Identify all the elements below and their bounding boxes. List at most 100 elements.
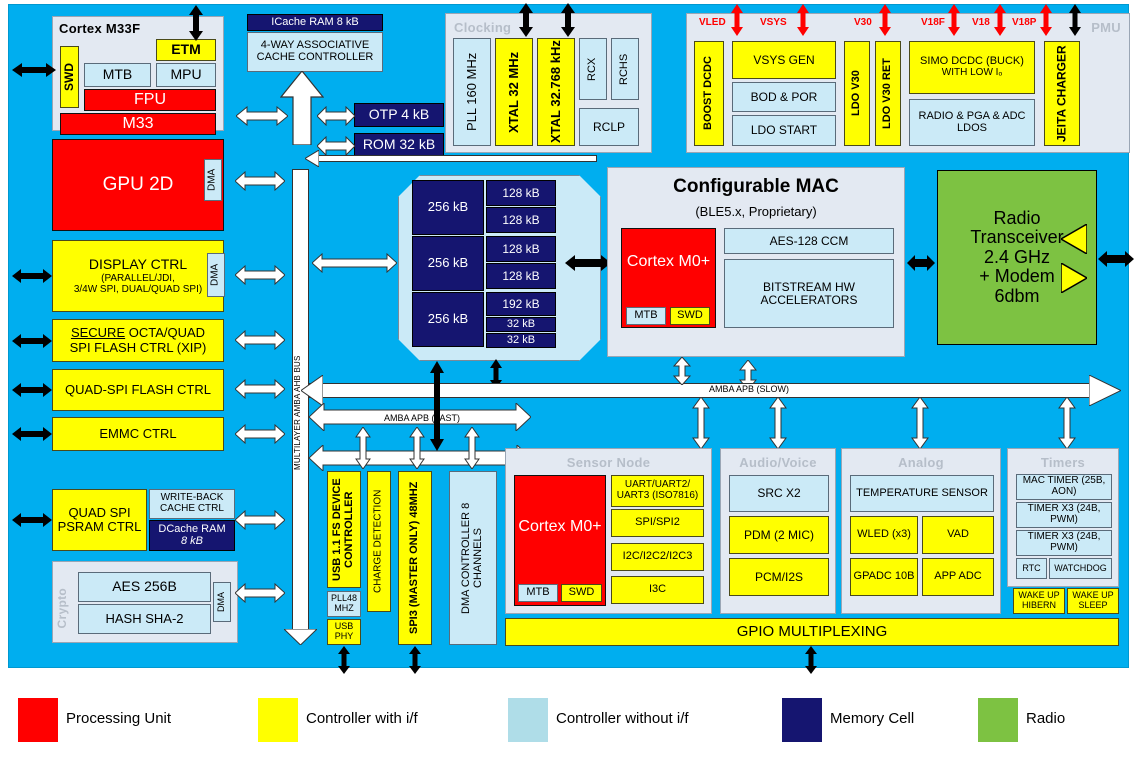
- apb-slow-right-arrowhead: [1089, 375, 1121, 406]
- mac-to-apb-arrow: [739, 360, 757, 390]
- rtc-block: RTC: [1016, 558, 1047, 579]
- v18-arrow: [993, 4, 1007, 36]
- ldo-start-block: LDO START: [732, 115, 836, 146]
- hash-sha2-block: HASH SHA-2: [78, 604, 211, 634]
- rail-label-vled: VLED: [699, 17, 726, 28]
- timer-x3-a-block: TIMER X3 (24B, PWM): [1016, 502, 1112, 528]
- rail-label-v18p: V18P: [1012, 17, 1037, 28]
- quad-spi-flash-to-ahb-arrow: [235, 379, 285, 399]
- ahb-to-rom-arrow: [317, 136, 355, 156]
- pmu-group: PMU BOOST DCDC VSYS GEN BOD & POR LDO ST…: [686, 13, 1130, 153]
- swd-external-arrow: [12, 61, 56, 79]
- cortex-m33f-title: Cortex M33F: [59, 21, 141, 36]
- etm-top-arrow: [187, 5, 205, 41]
- gpio-multiplexing-block: GPIO MULTIPLEXING: [505, 618, 1119, 646]
- radio-line-4: + Modem: [979, 266, 1055, 287]
- apb-slow-sensor-drop: [692, 397, 710, 449]
- legend-label-controller-without-if: Controller without i/f: [556, 710, 689, 727]
- timer-x3-b-block: TIMER X3 (24B, PWM): [1016, 530, 1112, 556]
- memory-to-mac-arrow: [565, 254, 611, 272]
- rcx-block: RCX: [579, 38, 607, 100]
- spi-block: SPI/SPI2: [611, 509, 704, 537]
- vsys-gen-block: VSYS GEN: [732, 41, 836, 79]
- multilayer-ahb-bus-label: MULTILAYER AMBA AHB BUS: [293, 355, 302, 470]
- v18f-arrow: [947, 4, 961, 36]
- clocking-return-bus: [314, 155, 597, 162]
- temperature-sensor-block: TEMPERATURE SENSOR: [850, 475, 994, 512]
- clocking-return-arrowhead: [305, 150, 319, 167]
- xtal32k-pad-arrow: [560, 3, 576, 37]
- v18p-arrow: [1039, 4, 1053, 36]
- m33-block: M33: [60, 113, 216, 135]
- apb-slow-audio-drop: [769, 397, 787, 449]
- secure-flash-rest: OCTA/QUAD: [125, 325, 206, 341]
- radio-line-1: Radio: [993, 207, 1041, 228]
- spi3-apb-connector-arrow: [409, 427, 425, 469]
- rom-block: ROM 32 kB: [354, 133, 444, 157]
- apb-slow-analog-drop: [911, 397, 929, 449]
- ahb-to-cache-arrow: [280, 71, 324, 145]
- mac-swd-block: SWD: [670, 307, 710, 325]
- clocking-group: Clocking PLL 160 MHz XTAL 32 MHz XTAL 32…: [445, 13, 652, 153]
- ahb-to-memory-arrow: [312, 253, 397, 273]
- legend-swatch-radio: [978, 698, 1018, 742]
- radio-line-2: Transceiver: [970, 227, 1064, 248]
- spi3-master-block: SPI3 (MASTER ONLY) 48MHZ: [398, 471, 432, 645]
- legend-swatch-controller-without-if: [508, 698, 548, 742]
- rclp-block: RCLP: [579, 108, 639, 146]
- apb-slow-left-arrowhead: [301, 375, 323, 406]
- radio-antenna-arrow: [1098, 250, 1134, 268]
- vad-block: VAD: [922, 516, 994, 554]
- memory-bank-256kb-1: 256 kB: [412, 180, 484, 235]
- wake-up-sleep-block: WAKE UP SLEEP: [1067, 588, 1119, 614]
- pll48-block: PLL48 MHZ: [327, 591, 361, 617]
- amba-apb-slow-label: AMBA APB (SLOW): [708, 384, 790, 394]
- legend: Processing Unit Controller with i/f Cont…: [0, 690, 1137, 750]
- radio-line-5: 6dbm: [994, 285, 1040, 306]
- quad-spi-flash-ctrl-block: QUAD-SPI FLASH CTRL: [52, 369, 224, 411]
- quad-spi-flash-ext-arrow: [12, 381, 52, 399]
- mtb-block: MTB: [84, 63, 151, 87]
- diagram-canvas: Cortex M33F SWD ETM MTB MPU FPU M33 ICac…: [8, 3, 1134, 674]
- memory-bank-32kb-1: 32 kB: [486, 317, 556, 332]
- analog-title: Analog: [898, 455, 944, 470]
- dma-controller-block: DMA CONTROLLER 8 CHANNELS: [449, 471, 497, 645]
- legend-swatch-processing-unit: [18, 698, 58, 742]
- display-ctrl-block: DISPLAY CTRL (PARALLEL/JDI, 3/4W SPI, DU…: [52, 240, 224, 312]
- xtal32m-pad-arrow: [518, 3, 534, 37]
- psram-to-ahb-arrow: [235, 510, 285, 530]
- otp-block: OTP 4 kB: [354, 103, 444, 127]
- watchdog-block: WATCHDOG: [1049, 558, 1112, 579]
- crypto-group: Crypto AES 256B HASH SHA-2 DMA: [52, 561, 238, 643]
- rail-label-vsys: VSYS: [760, 17, 787, 28]
- psram-ext-arrow: [12, 511, 52, 529]
- i2c-block: I2C/I2C2/I2C3: [611, 543, 704, 571]
- mpu-block: MPU: [156, 63, 216, 87]
- sensor-mtb-block: MTB: [518, 584, 558, 602]
- wake-up-hibern-block: WAKE UP HIBERN: [1013, 588, 1065, 614]
- audio-voice-title: Audio/Voice: [739, 455, 817, 470]
- memory-bottom-arrow: [489, 359, 503, 389]
- secure-flash-to-ahb-arrow: [235, 330, 285, 350]
- usb-phy-block: USB PHY: [327, 619, 361, 645]
- dcache-ram-label: DCache RAM: [158, 522, 226, 535]
- configurable-mac-title: Configurable MAC: [673, 176, 839, 197]
- secure-flash-ext-arrow: [12, 332, 52, 350]
- bod-por-block: BOD & POR: [732, 82, 836, 112]
- i3c-block: I3C: [611, 576, 704, 604]
- memory-bank-32kb-2: 32 kB: [486, 333, 556, 348]
- apb-slow-mac-drop: [673, 357, 691, 385]
- mac-to-radio-arrow: [907, 254, 935, 272]
- audio-voice-group: Audio/Voice SRC X2 PDM (2 MIC) PCM/I2S: [720, 448, 836, 614]
- usb-device-controller-block: USB 1.1 FS DEVICE CONTROLLER: [327, 471, 361, 588]
- ahb-to-otp-arrow: [317, 106, 355, 126]
- wled-block: WLED (x3): [850, 516, 918, 554]
- swd-block: SWD: [60, 46, 79, 108]
- src-x2-block: SRC X2: [729, 475, 829, 512]
- cache-controller-block: 4-WAY ASSOCIATIVE CACHE CONTROLLER: [247, 32, 383, 72]
- timers-title: Timers: [1040, 455, 1086, 470]
- configurable-mac-subtitle: (BLE5.x, Proprietary): [695, 204, 817, 219]
- legend-label-memory-cell: Memory Cell: [830, 710, 915, 727]
- apb-slow-timers-drop: [1058, 397, 1076, 449]
